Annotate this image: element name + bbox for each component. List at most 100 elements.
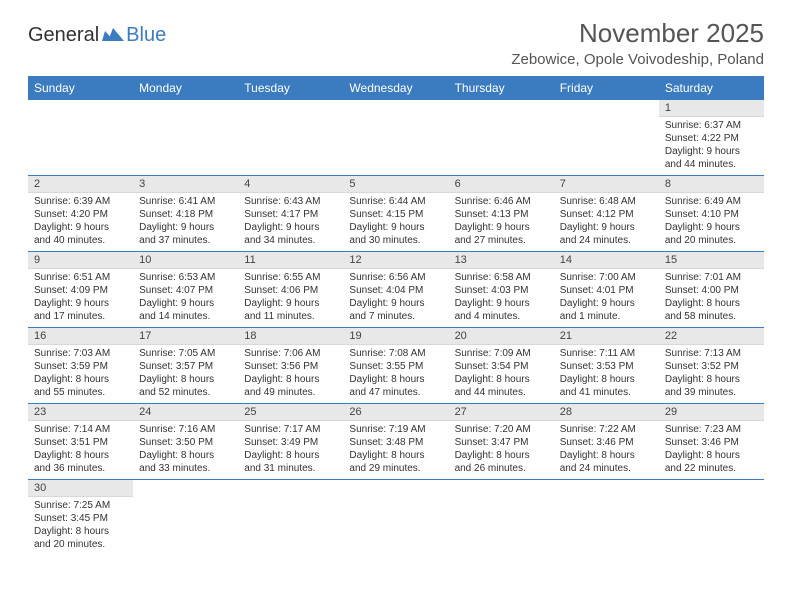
daylight-text: and 44 minutes. <box>665 158 758 171</box>
daylight-text: and 14 minutes. <box>139 310 232 323</box>
day-content: Sunrise: 7:01 AMSunset: 4:00 PMDaylight:… <box>659 269 764 327</box>
day-number: 18 <box>238 328 343 345</box>
calendar-day-cell: 7Sunrise: 6:48 AMSunset: 4:12 PMDaylight… <box>554 176 659 252</box>
sunset-text: Sunset: 3:55 PM <box>349 360 442 373</box>
daylight-text: Daylight: 9 hours <box>139 221 232 234</box>
daylight-text: and 30 minutes. <box>349 234 442 247</box>
weekday-header: Monday <box>133 76 238 100</box>
calendar-day-cell: 20Sunrise: 7:09 AMSunset: 3:54 PMDayligh… <box>449 328 554 404</box>
sunset-text: Sunset: 4:00 PM <box>665 284 758 297</box>
daylight-text: and 44 minutes. <box>455 386 548 399</box>
daylight-text: Daylight: 8 hours <box>665 297 758 310</box>
sunrise-text: Sunrise: 7:05 AM <box>139 347 232 360</box>
logo: General Blue <box>28 24 166 47</box>
day-number: 11 <box>238 252 343 269</box>
sunrise-text: Sunrise: 6:51 AM <box>34 271 127 284</box>
daylight-text: Daylight: 8 hours <box>455 449 548 462</box>
calendar-day-cell <box>449 480 554 556</box>
daylight-text: Daylight: 8 hours <box>349 449 442 462</box>
sunset-text: Sunset: 3:56 PM <box>244 360 337 373</box>
calendar-day-cell: 27Sunrise: 7:20 AMSunset: 3:47 PMDayligh… <box>449 404 554 480</box>
sunrise-text: Sunrise: 6:41 AM <box>139 195 232 208</box>
calendar-day-cell: 25Sunrise: 7:17 AMSunset: 3:49 PMDayligh… <box>238 404 343 480</box>
day-content: Sunrise: 6:56 AMSunset: 4:04 PMDaylight:… <box>343 269 448 327</box>
sunrise-text: Sunrise: 7:13 AM <box>665 347 758 360</box>
calendar-day-cell: 9Sunrise: 6:51 AMSunset: 4:09 PMDaylight… <box>28 252 133 328</box>
day-content: Sunrise: 6:41 AMSunset: 4:18 PMDaylight:… <box>133 193 238 251</box>
day-number: 26 <box>343 404 448 421</box>
day-content: Sunrise: 6:46 AMSunset: 4:13 PMDaylight:… <box>449 193 554 251</box>
logo-icon <box>102 24 124 47</box>
calendar-day-cell: 17Sunrise: 7:05 AMSunset: 3:57 PMDayligh… <box>133 328 238 404</box>
day-content: Sunrise: 7:20 AMSunset: 3:47 PMDaylight:… <box>449 421 554 479</box>
calendar-day-cell: 14Sunrise: 7:00 AMSunset: 4:01 PMDayligh… <box>554 252 659 328</box>
calendar-day-cell: 18Sunrise: 7:06 AMSunset: 3:56 PMDayligh… <box>238 328 343 404</box>
sunset-text: Sunset: 4:09 PM <box>34 284 127 297</box>
sunrise-text: Sunrise: 7:08 AM <box>349 347 442 360</box>
calendar-day-cell <box>238 100 343 176</box>
daylight-text: Daylight: 8 hours <box>139 373 232 386</box>
daylight-text: and 41 minutes. <box>560 386 653 399</box>
daylight-text: Daylight: 9 hours <box>455 297 548 310</box>
sunset-text: Sunset: 4:15 PM <box>349 208 442 221</box>
daylight-text: Daylight: 8 hours <box>455 373 548 386</box>
daylight-text: Daylight: 9 hours <box>349 221 442 234</box>
sunrise-text: Sunrise: 6:55 AM <box>244 271 337 284</box>
daylight-text: and 47 minutes. <box>349 386 442 399</box>
day-content: Sunrise: 7:19 AMSunset: 3:48 PMDaylight:… <box>343 421 448 479</box>
day-number: 23 <box>28 404 133 421</box>
daylight-text: Daylight: 8 hours <box>560 449 653 462</box>
daylight-text: Daylight: 9 hours <box>560 297 653 310</box>
calendar-day-cell: 30Sunrise: 7:25 AMSunset: 3:45 PMDayligh… <box>28 480 133 556</box>
sunset-text: Sunset: 3:57 PM <box>139 360 232 373</box>
sunset-text: Sunset: 4:03 PM <box>455 284 548 297</box>
daylight-text: and 34 minutes. <box>244 234 337 247</box>
calendar-day-cell: 5Sunrise: 6:44 AMSunset: 4:15 PMDaylight… <box>343 176 448 252</box>
daylight-text: Daylight: 9 hours <box>244 297 337 310</box>
daylight-text: Daylight: 9 hours <box>349 297 442 310</box>
daylight-text: and 27 minutes. <box>455 234 548 247</box>
day-number: 6 <box>449 176 554 193</box>
daylight-text: and 1 minute. <box>560 310 653 323</box>
daylight-text: and 31 minutes. <box>244 462 337 475</box>
daylight-text: and 58 minutes. <box>665 310 758 323</box>
sunrise-text: Sunrise: 6:39 AM <box>34 195 127 208</box>
sunrise-text: Sunrise: 6:58 AM <box>455 271 548 284</box>
daylight-text: and 26 minutes. <box>455 462 548 475</box>
calendar-day-cell: 12Sunrise: 6:56 AMSunset: 4:04 PMDayligh… <box>343 252 448 328</box>
location: Zebowice, Opole Voivodeship, Poland <box>511 51 764 68</box>
day-number: 8 <box>659 176 764 193</box>
calendar-day-cell: 15Sunrise: 7:01 AMSunset: 4:00 PMDayligh… <box>659 252 764 328</box>
day-number: 5 <box>343 176 448 193</box>
sunrise-text: Sunrise: 6:49 AM <box>665 195 758 208</box>
day-number: 20 <box>449 328 554 345</box>
calendar-day-cell: 21Sunrise: 7:11 AMSunset: 3:53 PMDayligh… <box>554 328 659 404</box>
day-number: 30 <box>28 480 133 497</box>
day-number: 24 <box>133 404 238 421</box>
calendar-day-cell: 2Sunrise: 6:39 AMSunset: 4:20 PMDaylight… <box>28 176 133 252</box>
day-number: 21 <box>554 328 659 345</box>
day-content: Sunrise: 7:09 AMSunset: 3:54 PMDaylight:… <box>449 345 554 403</box>
day-content: Sunrise: 7:23 AMSunset: 3:46 PMDaylight:… <box>659 421 764 479</box>
daylight-text: Daylight: 8 hours <box>34 525 127 538</box>
weekday-header: Tuesday <box>238 76 343 100</box>
calendar-week-row: 9Sunrise: 6:51 AMSunset: 4:09 PMDaylight… <box>28 252 764 328</box>
sunset-text: Sunset: 3:53 PM <box>560 360 653 373</box>
calendar-day-cell: 1Sunrise: 6:37 AMSunset: 4:22 PMDaylight… <box>659 100 764 176</box>
day-number: 28 <box>554 404 659 421</box>
daylight-text: and 49 minutes. <box>244 386 337 399</box>
calendar-day-cell: 23Sunrise: 7:14 AMSunset: 3:51 PMDayligh… <box>28 404 133 480</box>
day-content: Sunrise: 6:44 AMSunset: 4:15 PMDaylight:… <box>343 193 448 251</box>
calendar-day-cell: 6Sunrise: 6:46 AMSunset: 4:13 PMDaylight… <box>449 176 554 252</box>
daylight-text: Daylight: 8 hours <box>349 373 442 386</box>
calendar-day-cell <box>238 480 343 556</box>
sunrise-text: Sunrise: 7:11 AM <box>560 347 653 360</box>
daylight-text: and 17 minutes. <box>34 310 127 323</box>
daylight-text: and 40 minutes. <box>34 234 127 247</box>
calendar-day-cell: 4Sunrise: 6:43 AMSunset: 4:17 PMDaylight… <box>238 176 343 252</box>
weekday-header: Sunday <box>28 76 133 100</box>
sunset-text: Sunset: 4:10 PM <box>665 208 758 221</box>
sunset-text: Sunset: 4:04 PM <box>349 284 442 297</box>
calendar-day-cell <box>554 100 659 176</box>
weekday-header-row: Sunday Monday Tuesday Wednesday Thursday… <box>28 76 764 100</box>
